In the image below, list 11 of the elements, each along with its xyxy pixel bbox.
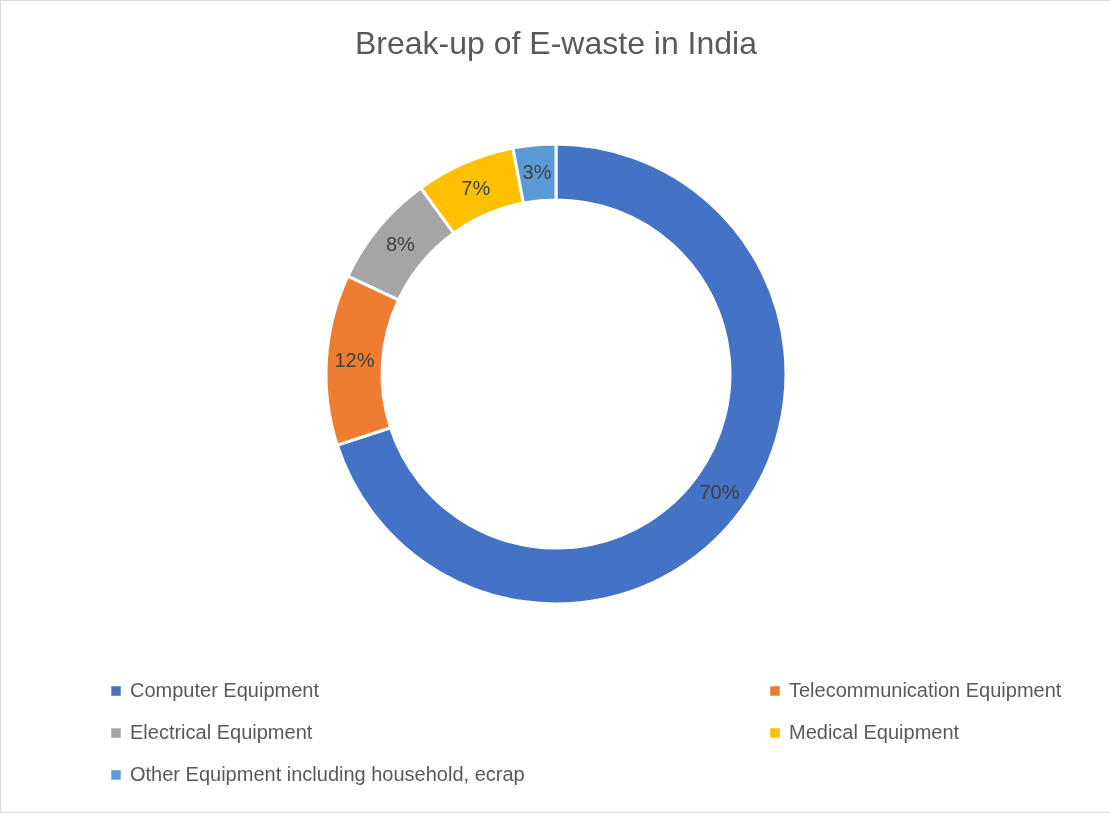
- legend-label: Electrical Equipment: [130, 721, 313, 743]
- data-label: 8%: [385, 233, 416, 256]
- data-label: 70%: [699, 480, 740, 503]
- legend-label: Other Equipment including household, ecrap: [130, 763, 525, 785]
- data-label: 7%: [461, 176, 491, 199]
- chart-title: Break-up of E-waste in India: [355, 25, 758, 61]
- legend-label: Medical Equipment: [789, 721, 960, 743]
- legend-label: Computer Equipment: [130, 679, 320, 701]
- data-label: 3%: [522, 160, 552, 183]
- legend-label: Telecommunication Equipment: [789, 679, 1062, 701]
- data-label: 12%: [334, 349, 375, 372]
